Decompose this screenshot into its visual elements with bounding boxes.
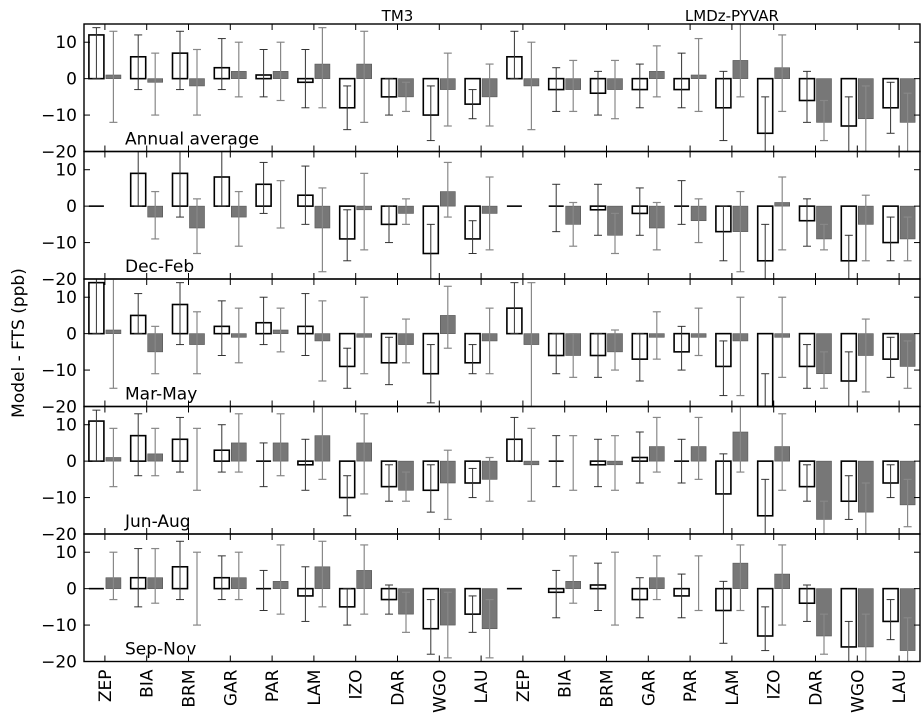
y-tick-label: −10 xyxy=(41,489,77,509)
y-tick-label: 0 xyxy=(66,70,77,90)
x-tick-label: GAR xyxy=(639,669,659,706)
x-tick-label: DAR xyxy=(807,669,827,705)
y-tick-label: −10 xyxy=(41,106,77,126)
y-tick-label: 0 xyxy=(66,197,77,217)
x-tick-label: BIA xyxy=(556,669,576,698)
x-tick-label: IZO xyxy=(347,670,367,700)
x-tick-label: BIA xyxy=(138,669,158,698)
y-tick-label: −10 xyxy=(41,361,77,381)
x-tick-label: GAR xyxy=(221,669,241,706)
y-tick-label: 0 xyxy=(66,325,77,345)
y-tick-label: 0 xyxy=(66,452,77,472)
group-label: LMDz-PYVAR xyxy=(685,7,779,25)
y-tick-label: −20 xyxy=(41,653,77,673)
x-tick-label: PAR xyxy=(681,669,701,702)
panel-frame xyxy=(83,405,921,535)
y-tick-label: −20 xyxy=(41,143,77,163)
x-tick-label: IZO xyxy=(765,670,785,700)
panel-label: Sep-Nov xyxy=(125,640,196,660)
model-group-labels: TM3 LMDz-PYVAR xyxy=(381,7,779,25)
x-tick-label: WGO xyxy=(430,670,450,713)
panel-4: −20 −10 0 10 Jun-Aug xyxy=(41,405,921,545)
y-tick-label: −10 xyxy=(41,234,77,254)
x-tick-label: ZEP xyxy=(96,670,116,703)
x-tick-label: LAU xyxy=(890,670,910,704)
x-tick-label: PAR xyxy=(263,669,283,702)
x-tick-label: LAU xyxy=(472,670,492,704)
panel-label: Jun-Aug xyxy=(124,512,191,532)
y-tick-label: 10 xyxy=(55,543,77,563)
panel-label: Dec-Feb xyxy=(125,257,194,277)
y-tick-label: −20 xyxy=(41,270,77,290)
x-tick-label: BRM xyxy=(598,670,618,708)
panel-5: −20 −10 0 10 Sep-Nov xyxy=(41,533,921,673)
panel-1: −20 −10 0 10 Annual average xyxy=(41,23,921,163)
panel-frame xyxy=(83,150,921,280)
x-tick-label: WGO xyxy=(848,670,868,713)
panel-3: −20 −10 0 10 Mar-May xyxy=(41,278,921,418)
y-tick-label: −20 xyxy=(41,525,77,545)
y-tick-label: 10 xyxy=(55,161,77,181)
y-tick-label: −10 xyxy=(41,616,77,636)
panel-2: −20 −10 0 10 Dec-Feb xyxy=(41,150,921,290)
panel-frame xyxy=(83,278,921,408)
x-axis-tick-labels: ZEP BIA BRM GAR PAR LAM IZO DAR WGO LAU ZEP BIA BRM G… xyxy=(96,669,910,713)
y-axis-label: Model - FTS (ppb) xyxy=(9,268,29,418)
x-tick-label: LAM xyxy=(723,670,743,706)
panel-label: Annual average xyxy=(125,130,259,150)
panel-frame xyxy=(83,533,921,663)
x-tick-label: DAR xyxy=(389,669,409,705)
x-tick-label: LAM xyxy=(305,670,325,706)
y-tick-label: −20 xyxy=(41,398,77,418)
y-tick-label: 0 xyxy=(66,580,77,600)
y-tick-label: 10 xyxy=(55,33,77,53)
y-tick-label: 10 xyxy=(55,416,77,436)
panel-label: Mar-May xyxy=(125,385,197,405)
group-label: TM3 xyxy=(381,7,414,25)
y-tick-label: 10 xyxy=(55,288,77,308)
x-tick-label: ZEP xyxy=(514,670,534,703)
x-tick-label: BRM xyxy=(180,670,200,708)
